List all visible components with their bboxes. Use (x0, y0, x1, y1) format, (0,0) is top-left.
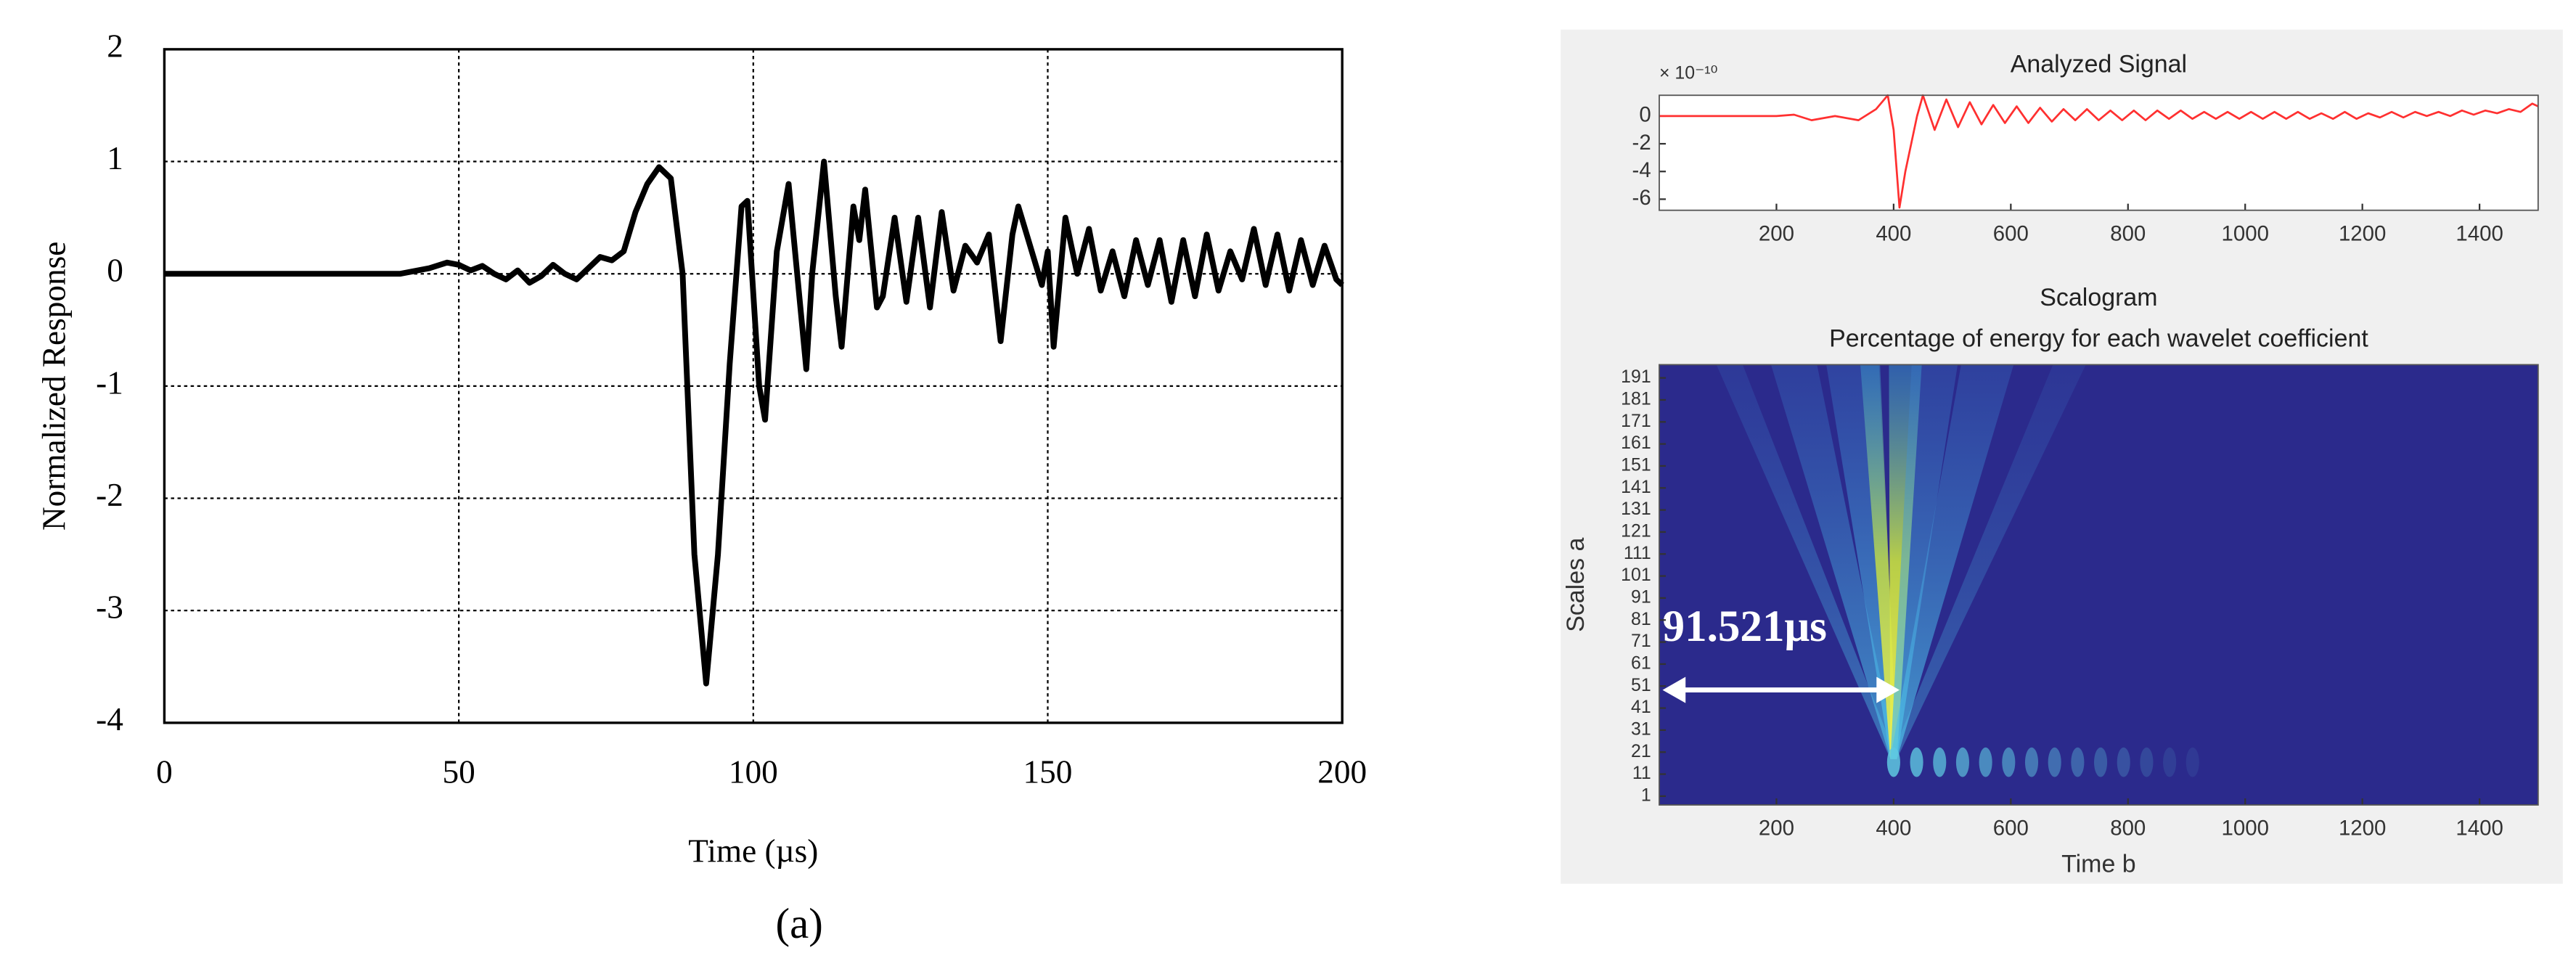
y-tick-label: 51 (1631, 675, 1651, 695)
energy-ripple (1886, 747, 1900, 777)
panel-label: (a) (776, 900, 823, 947)
annotation: 91.521μs (1663, 602, 1827, 651)
energy-ripple (2117, 747, 2130, 777)
plot-area (1659, 95, 2538, 210)
y-tick-label: 161 (1621, 433, 1651, 453)
chart-a: 0 50 100 150 200 -4 -3 -2 -1 0 1 2 Time (µs) Normaliz… (36, 28, 1367, 947)
x-tick-label: 600 (1993, 817, 2029, 841)
y-tick-label: 0 (1639, 103, 1651, 127)
axis-frame (163, 48, 1344, 724)
x-axis-label: Time (µs) (688, 833, 818, 869)
x-tick-label: 1400 (2456, 817, 2503, 841)
y-tick-label: 111 (1624, 543, 1651, 563)
y-tick-label: 121 (1621, 521, 1651, 541)
chart-title: Scalogram (2040, 284, 2157, 311)
x-tick-label: 800 (2110, 817, 2146, 841)
energy-ripple (1933, 747, 1947, 777)
axis-frame (1659, 364, 2539, 806)
y-axis-label: Scales a (1562, 538, 1590, 632)
x-tick-label: 1000 (2222, 817, 2269, 841)
energy-ripple (2185, 747, 2199, 777)
y-tick-label: -2 (1632, 131, 1651, 155)
data-line (164, 158, 1344, 687)
x-tick-label: 200 (1759, 817, 1794, 841)
data-line (1659, 94, 2539, 209)
y-tick-label: 191 (1621, 367, 1651, 387)
chart-title: Analyzed Signal (2011, 50, 2187, 78)
energy-ripple (1979, 747, 1992, 777)
energy-ripple (1910, 747, 1923, 777)
y-tick-label: 131 (1621, 499, 1651, 519)
chart-b-signal: 200 400 600 800 1000 1200 1400 -6 -4 -2 0 Analyzed … (1632, 50, 2539, 245)
axis-frame (1659, 94, 2539, 211)
x-tick-label: 100 (729, 754, 778, 790)
y-tick-label: 21 (1631, 741, 1651, 761)
y-tick-label: -1 (96, 364, 123, 401)
x-tick-label: 1200 (2339, 817, 2386, 841)
y-tick-label: -6 (1632, 186, 1651, 210)
x-tick-label: 800 (2110, 221, 2146, 245)
y-tick-label: -4 (1632, 158, 1651, 182)
energy-band (1716, 364, 1897, 759)
y-tick-label: 0 (107, 253, 123, 289)
y-tick-label: -2 (96, 477, 123, 513)
x-tick-label: 400 (1876, 817, 1911, 841)
y-tick-label: 11 (1632, 763, 1651, 783)
energy-ripple (2048, 747, 2061, 777)
chart-subtitle: Percentage of energy for each wavelet co… (1829, 324, 2368, 352)
x-axis-label: Time b (2061, 851, 2135, 878)
x-tick-label: 600 (1993, 221, 2029, 245)
x-tick-label: 1000 (2222, 221, 2269, 245)
x-tick-label: 150 (1023, 754, 1073, 790)
y-tick-label: 61 (1631, 653, 1651, 673)
energy-band (1890, 364, 2086, 759)
arrow-head (1662, 676, 1686, 703)
energy-ripple (2002, 747, 2016, 777)
y-multiplier: × 10⁻¹⁰ (1659, 62, 1718, 83)
y-tick-label: 91 (1631, 586, 1651, 607)
y-tick-label: 151 (1621, 455, 1651, 475)
y-tick-label: 71 (1631, 631, 1651, 651)
energy-band (1890, 364, 1958, 759)
y-tick-label: 81 (1631, 609, 1651, 629)
y-tick-label: 2 (107, 28, 123, 64)
x-tick-label: 1200 (2339, 221, 2386, 245)
y-tick-label: 171 (1621, 411, 1651, 431)
y-tick-label: 181 (1621, 389, 1651, 409)
energy-ripple (2071, 747, 2085, 777)
x-tick-label: 200 (1317, 754, 1367, 790)
y-tick-label: -4 (96, 701, 123, 737)
energy-band (1860, 364, 1897, 759)
y-tick-label: 1 (1641, 785, 1651, 805)
x-tick-label: 400 (1876, 221, 1911, 245)
energy-ripple (2140, 747, 2154, 777)
energy-band (1770, 364, 1897, 759)
x-tick-label: 0 (156, 754, 173, 790)
y-tick-label: 1 (107, 140, 123, 176)
y-axis-label: Normalized Response (36, 242, 73, 531)
x-tick-label: 200 (1759, 221, 1794, 245)
y-tick-label: 41 (1631, 697, 1651, 717)
energy-band (1890, 364, 2014, 759)
energy-ripple (1955, 747, 1969, 777)
y-tick-label: -3 (96, 589, 123, 626)
y-tick-label: 101 (1621, 565, 1651, 585)
y-tick-label: 31 (1631, 719, 1651, 739)
energy-ripple (2094, 747, 2108, 777)
y-tick-label: 141 (1621, 477, 1651, 497)
energy-ripple (2024, 747, 2039, 777)
x-tick-label: 1400 (2456, 221, 2503, 245)
arrow-head (1876, 676, 1900, 703)
energy-ripple (2163, 747, 2177, 777)
x-tick-label: 50 (443, 754, 475, 790)
